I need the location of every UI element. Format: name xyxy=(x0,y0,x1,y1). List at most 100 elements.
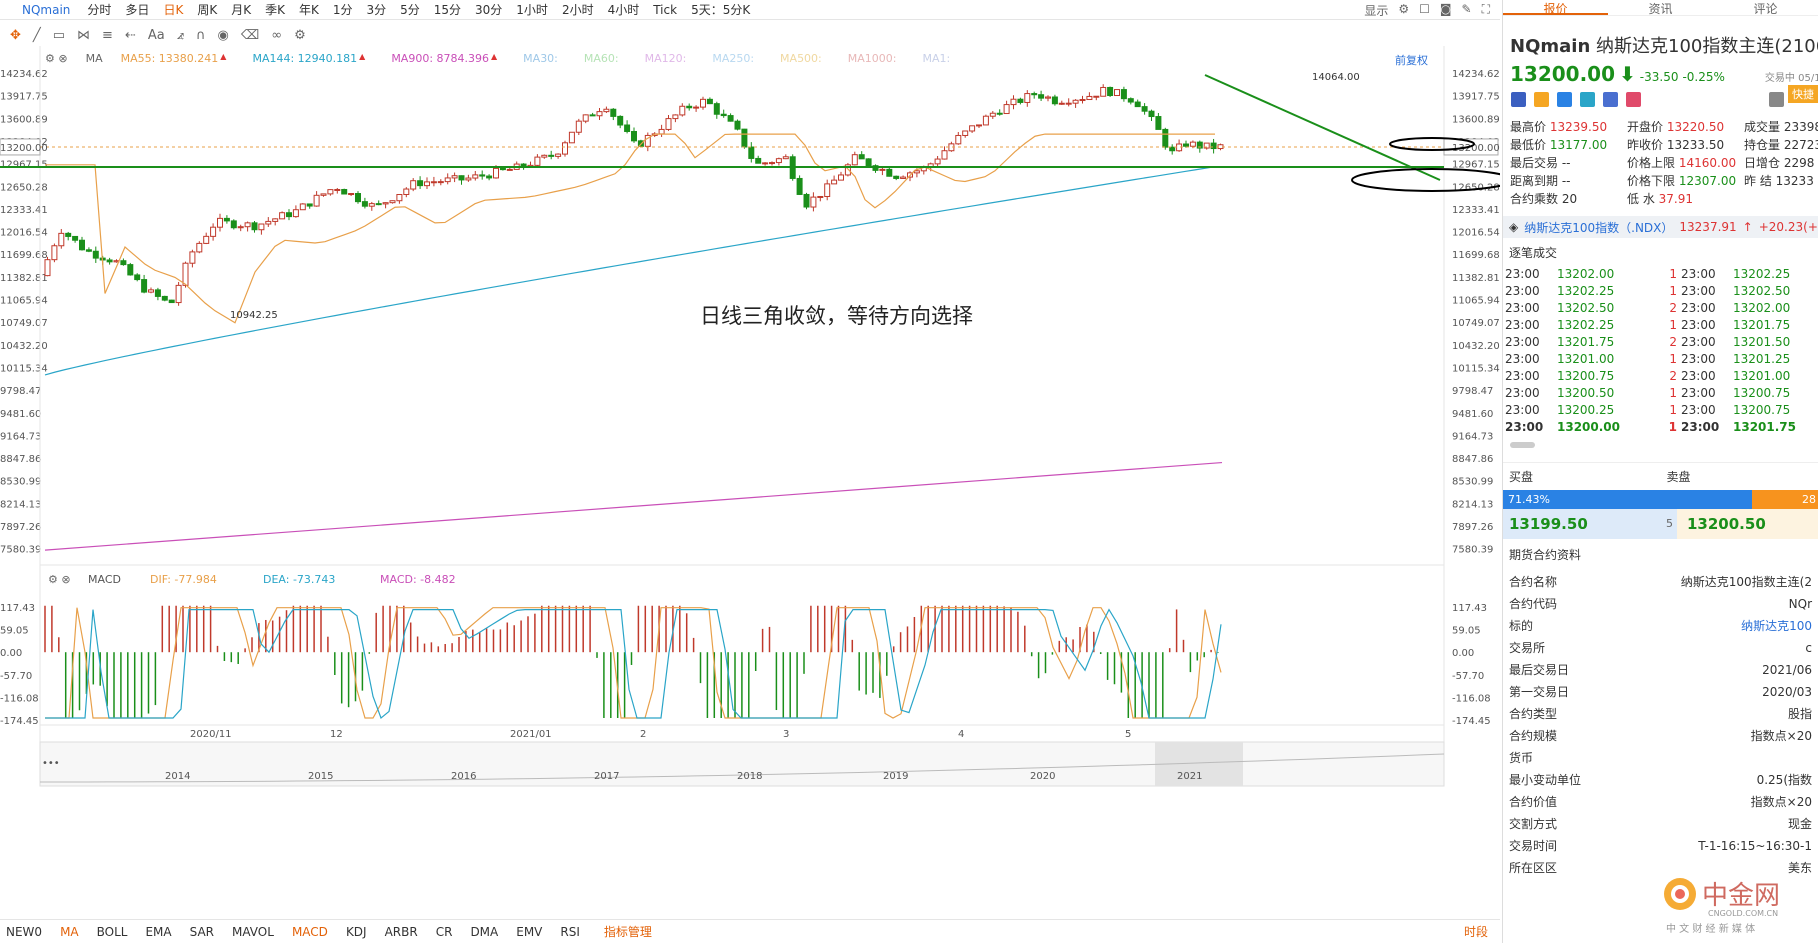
indicator-tab-8[interactable]: ARBR xyxy=(384,924,418,939)
y-tick-label: 11065.94 xyxy=(1452,296,1500,307)
indicator-tab-5[interactable]: MAVOL xyxy=(232,924,274,939)
candle xyxy=(1203,142,1210,149)
info-row-10: 合约价值 指数点×20 xyxy=(1509,791,1812,813)
adjust-mode[interactable]: 前复权 xyxy=(1395,54,1428,67)
indicator-tab-2[interactable]: BOLL xyxy=(96,924,128,939)
camera-icon[interactable]: ◙ xyxy=(1439,2,1452,16)
indicator-tab-9[interactable]: CR xyxy=(435,924,453,939)
overview-year: 2016 xyxy=(451,771,476,782)
trash-icon[interactable]: ⌫ xyxy=(240,27,260,43)
underlying-index[interactable]: ◈ 纳斯达克100指数（.NDX） 13237.91 ↑ +20.23(+0.15 xyxy=(1503,216,1818,238)
y-tick-label-left: 12967.15 xyxy=(0,160,48,171)
tag-icon[interactable] xyxy=(1580,92,1595,107)
indicator-tab-3[interactable]: EMA xyxy=(145,924,172,939)
layout-icon[interactable]: ☐ xyxy=(1419,2,1430,16)
arrow-tool-icon[interactable]: ⇠ xyxy=(124,27,136,43)
text-tool-icon[interactable]: Aa xyxy=(147,27,165,43)
lightning-icon[interactable] xyxy=(1534,92,1549,107)
ma-item-1[interactable]: MA144: 12940.181 xyxy=(252,52,358,65)
session-button[interactable]: 时段 xyxy=(1463,925,1488,939)
fullscreen-icon[interactable]: ⛶ xyxy=(1481,2,1490,16)
settings-icon[interactable]: ⚙ xyxy=(294,27,306,43)
candle xyxy=(1093,95,1100,98)
timeframe-15[interactable]: Tick xyxy=(653,3,678,17)
trade-cell: 23:00 xyxy=(1681,318,1716,332)
info-row-11: 交割方式 现金 xyxy=(1509,813,1812,835)
symbol-selector[interactable]: NQmain xyxy=(22,2,71,17)
macd-dif: DIF: -77.984 xyxy=(150,573,217,586)
fork-tool-icon[interactable]: ⋈ xyxy=(77,27,91,43)
crosshair-icon[interactable]: ✥ xyxy=(10,27,21,43)
ma-item-2[interactable]: MA900: 8784.396 xyxy=(391,52,490,65)
tab-news[interactable]: 资讯 xyxy=(1648,2,1673,16)
info-value: 美东 xyxy=(1787,861,1812,875)
timeframe-6[interactable]: 年K xyxy=(298,3,319,17)
ma-label[interactable]: MA xyxy=(85,52,103,65)
tab-comments[interactable]: 评论 xyxy=(1753,2,1778,16)
ma-item-8[interactable]: MA1000: xyxy=(847,52,897,65)
display-button[interactable]: 显示 xyxy=(1364,4,1389,18)
indicator-tab-11[interactable]: EMV xyxy=(516,924,543,939)
stat-label: 价格上限 xyxy=(1627,156,1676,170)
timeframe-5[interactable]: 季K xyxy=(265,3,285,17)
indicator-tab-6[interactable]: MACD xyxy=(291,924,328,939)
info-value[interactable]: 纳斯达克100 xyxy=(1741,619,1812,633)
indicator-tab-0[interactable]: NEW0 xyxy=(6,924,43,939)
ma-item-6[interactable]: MA250: xyxy=(712,52,755,65)
gear-icon[interactable]: ⚙ ⊗ xyxy=(45,52,68,65)
gear-icon[interactable]: ⚙ xyxy=(1398,2,1410,16)
x-tick-label: 4 xyxy=(958,729,964,740)
timeframe-1[interactable]: 多日 xyxy=(125,3,150,17)
timeframe-8[interactable]: 3分 xyxy=(366,3,387,17)
rect-tool-icon[interactable]: ▭ xyxy=(52,27,66,43)
bell-icon[interactable] xyxy=(1769,92,1784,107)
trade-cell: 13200.75 xyxy=(1557,369,1615,383)
ma-item-4[interactable]: MA60: xyxy=(583,52,619,65)
timeframe-11[interactable]: 30分 xyxy=(475,3,503,17)
ma-item-7[interactable]: MA500: xyxy=(780,52,822,65)
timeframe-14[interactable]: 4小时 xyxy=(607,3,640,17)
price-chart[interactable]: 14234.62 14234.62 13917.75 13917.75 13600.89… xyxy=(0,46,1500,919)
ma55-line xyxy=(45,133,1215,324)
timeframe-16[interactable]: 5天：5分K xyxy=(691,3,751,17)
heart-icon[interactable] xyxy=(1626,92,1641,107)
channel-tool-icon[interactable]: ≡ xyxy=(102,27,113,43)
timeframe-12[interactable]: 1小时 xyxy=(516,3,548,17)
ma-item-0[interactable]: MA55: 13380.241 xyxy=(120,52,219,65)
tab-quote[interactable]: 报价 xyxy=(1503,0,1608,16)
info-row-0: 合约名称 纳斯达克100指数主连(2 xyxy=(1509,571,1812,593)
timeframe-10[interactable]: 15分 xyxy=(433,3,462,17)
timeframe-2[interactable]: 日K xyxy=(163,3,184,17)
timeframe-9[interactable]: 5分 xyxy=(400,3,420,17)
timeframe-7[interactable]: 1分 xyxy=(332,3,353,17)
eye-icon[interactable]: ◉ xyxy=(217,27,229,43)
indicator-tab-12[interactable]: RSI xyxy=(560,924,580,939)
timeframe-3[interactable]: 周K xyxy=(197,3,218,17)
info-value: 指数点×20 xyxy=(1750,729,1812,743)
ruler-tool-icon[interactable]: ⦨ xyxy=(176,27,184,43)
indicator-tab-7[interactable]: KDJ xyxy=(345,924,367,939)
timeframe-4[interactable]: 月K xyxy=(231,3,252,17)
magnet-icon[interactable]: ∩ xyxy=(195,27,206,43)
candle xyxy=(203,235,210,244)
candle xyxy=(92,250,99,259)
ma-item-9[interactable]: MA1: xyxy=(922,52,951,65)
indicator-tab-10[interactable]: DMA xyxy=(470,924,499,939)
edit-icon[interactable]: ✎ xyxy=(1461,2,1472,16)
indicator-tab-1[interactable]: MA xyxy=(60,924,79,939)
y-tick-label: 8530.99 xyxy=(1452,477,1493,488)
doc-icon[interactable] xyxy=(1603,92,1618,107)
indicator-manager-button[interactable]: 指标管理 xyxy=(603,925,652,939)
timeframe-0[interactable]: 分时 xyxy=(87,3,112,17)
timeframe-13[interactable]: 2小时 xyxy=(561,3,594,17)
scroll-handle[interactable] xyxy=(1510,442,1535,448)
panel-tabs: 报价 资讯 评论 xyxy=(1503,0,1818,16)
link-icon[interactable]: ∞ xyxy=(271,27,283,43)
ma-item-5[interactable]: MA120: xyxy=(644,52,687,65)
ma-item-3[interactable]: MA30: xyxy=(523,52,558,65)
x-tick-label: 3 xyxy=(783,729,789,740)
quick-trade-button[interactable]: 快捷 xyxy=(1788,85,1818,103)
indicator-tab-4[interactable]: SAR xyxy=(189,924,215,939)
chart-icon[interactable] xyxy=(1557,92,1572,107)
line-tool-icon[interactable]: ╱ xyxy=(32,27,41,43)
